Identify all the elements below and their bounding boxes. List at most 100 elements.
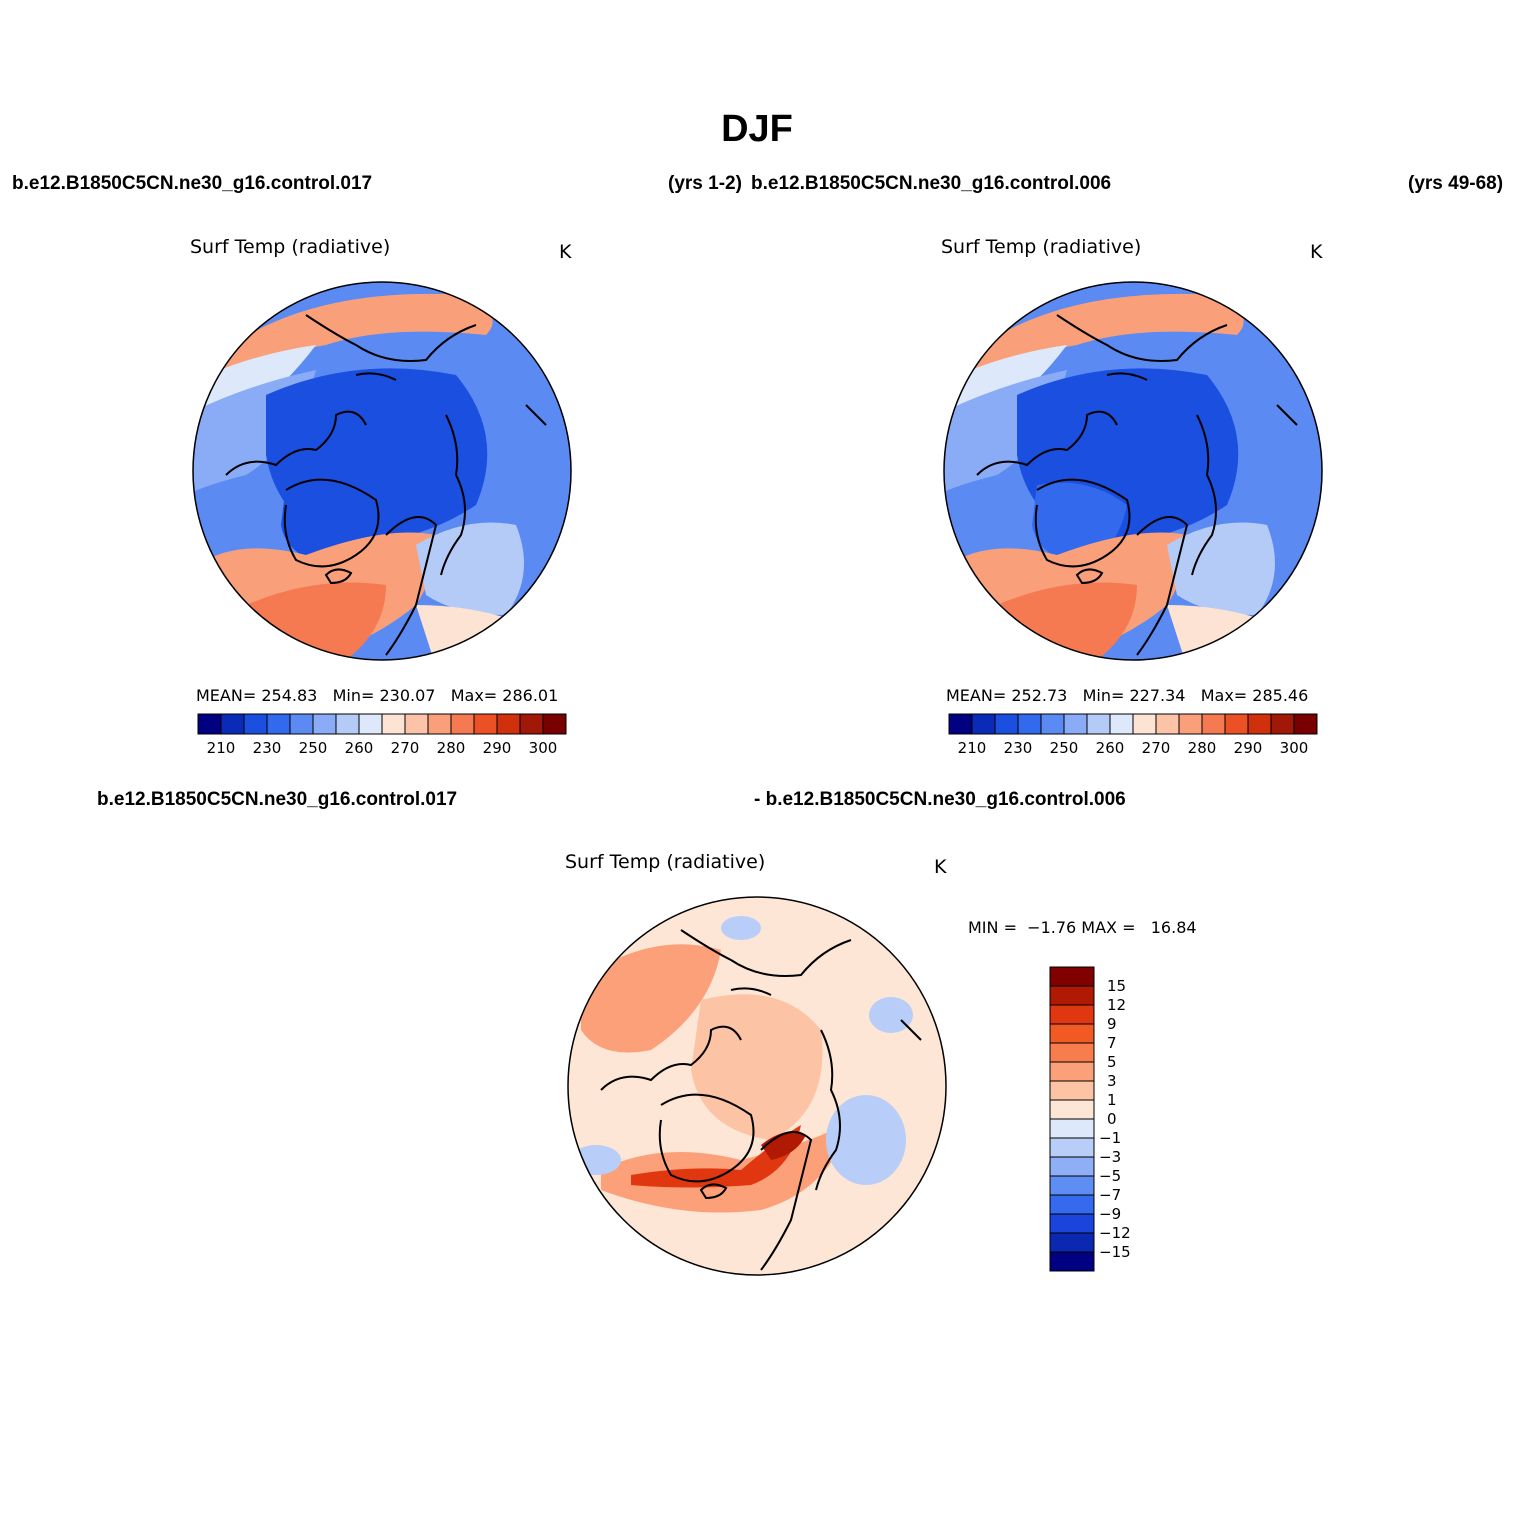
field-warm-atlantic — [601, 1120, 851, 1213]
panel2-max-label: Max= — [1200, 686, 1248, 705]
panel1-units: K — [559, 241, 572, 263]
colorbar-box — [1201, 713, 1226, 735]
panel1-max-label: Max= — [450, 686, 498, 705]
colorbar-label: −12 — [1099, 1224, 1131, 1242]
colorbar-label: 270 — [390, 739, 420, 757]
colorbar-box — [948, 713, 973, 735]
colorbar-box — [1049, 1061, 1095, 1082]
colorbar-label: 7 — [1107, 1034, 1117, 1052]
colorbar-box — [971, 713, 996, 735]
colorbar-label: 210 — [206, 739, 236, 757]
panel2-mean-label: MEAN= — [946, 686, 1007, 705]
colorbar-box — [266, 713, 291, 735]
coastline — [440, 414, 466, 576]
colorbar-box — [1224, 713, 1249, 735]
coastline — [699, 1183, 728, 1200]
colorbar-box — [358, 713, 383, 735]
coastline — [976, 410, 1118, 476]
coastline — [760, 1131, 813, 1271]
panel1-max: 286.01 — [502, 686, 559, 705]
colorbar-box — [1049, 1156, 1095, 1177]
colorbar-label: −3 — [1099, 1148, 1122, 1166]
colorbar-box — [289, 713, 314, 735]
colorbar-boxes — [1049, 966, 1095, 1272]
panel2-stats: MEAN= 252.73 Min= 227.34 Max= 285.46 — [946, 686, 1308, 705]
map-field — [568, 897, 946, 1275]
map-field — [193, 282, 571, 660]
panel2-title: Surf Temp (radiative) — [941, 236, 1142, 258]
panel2-min: 227.34 — [1129, 686, 1186, 705]
case1-years: (yrs 1-2) — [668, 173, 742, 194]
coastline — [225, 410, 367, 476]
coastline — [385, 516, 438, 656]
colorbar-box — [1049, 1137, 1095, 1158]
coastline — [1034, 478, 1131, 568]
colorbar-box — [1049, 1251, 1095, 1272]
colorbar-boxes — [197, 713, 567, 735]
colorbar-box — [1049, 1213, 1095, 1234]
colorbar-label: 300 — [528, 739, 558, 757]
field-warm-pacific — [957, 293, 1244, 385]
panel3-max-label: MAX = — [1081, 918, 1136, 937]
colorbar-box — [335, 713, 360, 735]
colorbar-box — [243, 713, 268, 735]
field-hot-barents — [631, 1125, 801, 1188]
colorbar-label: 290 — [1233, 739, 1263, 757]
colorbar-label: 1 — [1107, 1091, 1117, 1109]
colorbar-box — [1270, 713, 1295, 735]
colorbar-box — [473, 713, 498, 735]
field-mild-europe — [416, 522, 524, 615]
colorbar-box — [1049, 1175, 1095, 1196]
colorbar-label: 15 — [1107, 977, 1127, 995]
colorbar-label: −15 — [1099, 1243, 1131, 1261]
colorbar-label: −9 — [1099, 1205, 1122, 1223]
map-boundary — [943, 281, 1323, 661]
colorbar-box — [404, 713, 429, 735]
map-boundary — [192, 281, 572, 661]
coastline — [305, 314, 477, 362]
panel1-stats: MEAN= 254.83 Min= 230.07 Max= 286.01 — [196, 686, 558, 705]
colorbar-box — [496, 713, 521, 735]
panel2-max: 285.46 — [1252, 686, 1309, 705]
panel3-max: 16.84 — [1150, 918, 1197, 937]
colorbar-label: 210 — [957, 739, 987, 757]
colorbar-box — [1155, 713, 1180, 735]
colorbar-label: 230 — [1003, 739, 1033, 757]
coastline — [324, 568, 353, 585]
colorbar-label: 260 — [344, 739, 374, 757]
coastline — [525, 404, 547, 426]
field-mild-europe — [1167, 522, 1275, 615]
colorbar-box — [542, 713, 567, 735]
coastline — [730, 987, 772, 996]
colorbar-label: 300 — [1279, 739, 1309, 757]
colorbar-box — [1049, 1232, 1095, 1253]
panel2-mean: 252.73 — [1011, 686, 1068, 705]
panel2-min-label: Min= — [1082, 686, 1125, 705]
field-cool-europe — [826, 1095, 906, 1185]
colorbar-label: 290 — [482, 739, 512, 757]
colorbar-label: 5 — [1107, 1053, 1117, 1071]
panel1-mean: 254.83 — [261, 686, 318, 705]
panel1-min: 230.07 — [379, 686, 436, 705]
coastline — [1056, 314, 1228, 362]
panel2-colorbar: 210 230 250 260 270 280 290 300 — [948, 713, 1318, 757]
colorbar-box — [1049, 1004, 1095, 1025]
coastline — [1075, 568, 1104, 585]
panel2-units: K — [1310, 241, 1323, 263]
colorbar-label: 280 — [1187, 739, 1217, 757]
colorbar-boxes — [948, 713, 1318, 735]
colorbar-box — [994, 713, 1019, 735]
panel3-colorbar: 15 12 9 7 5 3 1 0 −1 −3 −5 −7 −9 −12 −15 — [1049, 966, 1131, 1277]
colorbar-box — [1049, 1023, 1095, 1044]
colorbar-box — [220, 713, 245, 735]
colorbar-box — [381, 713, 406, 735]
field-warm-arctic — [691, 994, 823, 1140]
map-field — [944, 282, 1322, 660]
colorbar-box — [427, 713, 452, 735]
coastline — [1136, 516, 1189, 656]
colorbar-box — [1293, 713, 1318, 735]
colorbar-label: −5 — [1099, 1167, 1122, 1185]
colorbar-label: 0 — [1107, 1110, 1117, 1128]
coastline — [1106, 372, 1148, 381]
panel1-mean-label: MEAN= — [196, 686, 257, 705]
